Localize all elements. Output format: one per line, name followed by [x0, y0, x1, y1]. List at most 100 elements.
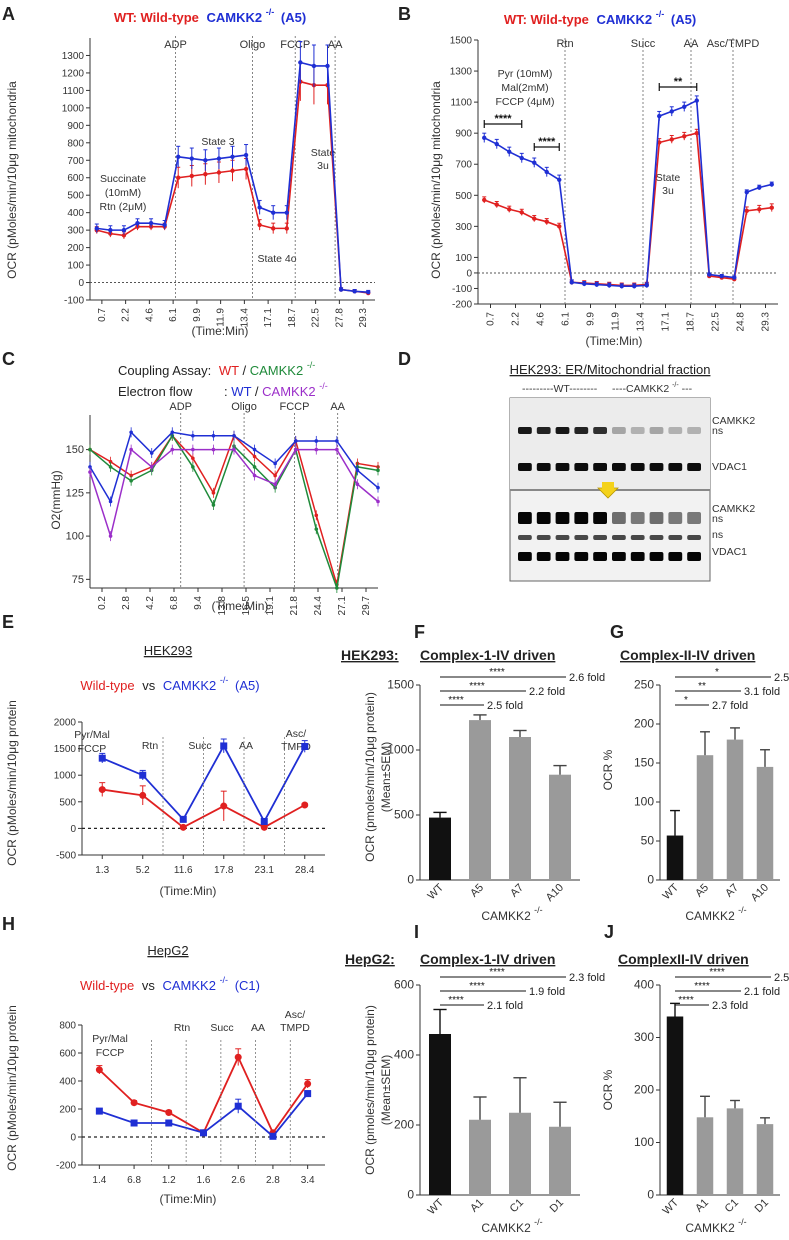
blot-band-3-3	[574, 535, 589, 540]
blot-label-ns-top: ns	[712, 425, 723, 437]
panel-g-ylabel: OCR %	[601, 749, 615, 790]
x-tick-label-B-8: 18.7	[686, 312, 697, 332]
panel-h-annot-pyrmal: Pyr/Mal	[92, 1033, 128, 1045]
x-tick-label-C-8: 21.8	[289, 596, 300, 616]
y-tick-label-E-4: 1500	[54, 744, 77, 755]
data-point-E-1-1	[139, 771, 147, 779]
blot-band-2-8	[668, 512, 683, 524]
series-line-C-0	[89, 434, 379, 585]
significance-stars-G-1: **	[698, 681, 706, 692]
panel-a-xlabel: (Time:Min)	[192, 324, 249, 338]
panel-b-title-sup: -/-	[656, 9, 665, 19]
data-point-C-3-0	[88, 470, 92, 474]
data-point-A-1-18	[338, 287, 344, 292]
blot-band-3-4	[593, 535, 607, 540]
bar-J-2	[726, 1108, 744, 1195]
panel-f-xgroup-sup: -/-	[534, 905, 543, 915]
y-tick-label-C-3: 150	[66, 444, 84, 456]
panel-j-xgroup-name: CAMKK2	[685, 1221, 735, 1235]
y-tick-label-H-2: 200	[59, 1105, 76, 1116]
x-tick-label-A-8: 18.7	[287, 308, 298, 328]
data-point-H-0-0	[95, 1066, 103, 1074]
panel-g: G Complex-II-IV driven OCR % CAMKK2 -/-	[601, 622, 755, 923]
data-point-C-1-12	[335, 586, 339, 590]
x-tick-label-B-10: 24.8	[736, 312, 747, 332]
data-point-H-1-5	[269, 1132, 277, 1140]
y-tick-label-H-5: 800	[59, 1021, 76, 1032]
blot-band-1-8	[668, 463, 683, 471]
y-tick-label-G-3: 150	[634, 756, 654, 770]
injection-label-A-0: ADP	[164, 39, 187, 51]
blot-band-4-6	[630, 552, 645, 561]
y-tick-label-B-3: 100	[455, 253, 472, 264]
data-point-B-0-21	[744, 208, 749, 214]
blot-band-1-1	[536, 463, 551, 471]
y-tick-label-G-5: 250	[634, 678, 654, 692]
panel-i-prefix: HepG2:	[345, 951, 395, 967]
x-tick-label-E-0: 1.3	[95, 865, 109, 876]
panel-c: C Coupling Assay: WT / CAMKK2 -/- Electr…	[2, 349, 328, 613]
data-point-B-1-14	[657, 113, 662, 119]
data-point-B-1-2	[507, 149, 512, 155]
panel-f-prefix: HEK293:	[341, 647, 399, 663]
panel-e-legend-ko: CAMKK2	[163, 678, 216, 693]
data-point-A-1-5	[162, 222, 167, 228]
panel-g-xgroup: CAMKK2 -/-	[685, 905, 746, 923]
x-tick-label-H-3: 1.6	[197, 1175, 211, 1186]
data-point-A-1-8	[203, 158, 208, 163]
data-point-B-0-15	[669, 137, 674, 142]
category-label-F-1: A5	[468, 882, 486, 900]
panel-h-xlabel: (Time:Min)	[160, 1192, 217, 1206]
panel-f-title: Complex-1-IV driven	[420, 647, 555, 663]
data-point-B-1-16	[682, 104, 687, 109]
y-tick-label-J-1: 100	[634, 1135, 654, 1149]
panel-h-annot-fccp: FCCP	[96, 1047, 125, 1059]
significance-fold-I-1: 1.9 fold	[529, 986, 565, 998]
y-tick-label-B-6: 700	[455, 160, 472, 171]
blot-band-1-9	[687, 463, 701, 471]
data-point-B-1-10	[607, 283, 612, 288]
x-tick-label-C-11: 29.7	[361, 596, 372, 616]
y-tick-label-I-2: 400	[394, 1048, 414, 1062]
blot-upper	[510, 398, 710, 490]
y-tick-label-G-0: 0	[647, 873, 654, 887]
bar-J-1	[696, 1117, 714, 1195]
blot-band-3-8	[668, 535, 683, 540]
panel-j-xgroup-sup: -/-	[738, 1217, 747, 1227]
data-point-C-3-2	[129, 447, 133, 452]
panel-c-ylabel: O2(mmHg)	[49, 470, 63, 529]
x-tick-label-C-1: 2.8	[121, 596, 132, 610]
data-point-C-0-8	[252, 454, 257, 459]
blot-band-3-6	[630, 535, 645, 540]
x-tick-label-E-4: 23.1	[255, 865, 275, 876]
x-tick-label-E-2: 11.6	[174, 865, 193, 876]
blot-band-2-5	[612, 512, 626, 524]
significance-fold-G-2: 2.7 fold	[712, 700, 748, 712]
y-tick-label-B-7: 900	[455, 129, 472, 140]
bar-I-2	[509, 1112, 531, 1195]
significance-stars-I-2: ****	[448, 995, 464, 1006]
panel-c-legend-line2: Electron flow : WT / CAMKK2 -/-	[118, 381, 328, 399]
x-tick-label-C-3: 6.8	[169, 596, 180, 610]
panel-b-xlabel: (Time:Min)	[586, 334, 643, 348]
y-tick-label-H-1: 0	[70, 1133, 76, 1144]
y-tick-label-A-3: 200	[67, 243, 84, 254]
data-point-B-1-5	[544, 169, 549, 175]
data-point-E-0-3	[220, 802, 228, 810]
panel-g-title: Complex-II-IV driven	[620, 647, 755, 663]
x-tick-label-A-11: 29.3	[358, 308, 369, 328]
y-tick-label-B-2: 0	[466, 268, 472, 279]
blot-band-1-4	[593, 463, 607, 471]
injection-label-C-3: AA	[330, 401, 345, 413]
panel-c-xlabel: (Time:Min)	[212, 599, 269, 613]
blot-band-4-9	[687, 552, 701, 561]
y-tick-label-I-3: 600	[394, 978, 414, 992]
panel-e-annot-asc: Asc/	[286, 728, 307, 740]
category-label-I-1: A1	[468, 1197, 486, 1215]
y-tick-label-A-6: 500	[67, 191, 84, 202]
data-point-C-0-11	[314, 513, 319, 518]
x-tick-label-A-7: 17.1	[263, 308, 274, 328]
significance-stars-G-2: *	[684, 695, 688, 706]
blot-band-4-3	[574, 552, 589, 561]
x-tick-label-A-4: 9.9	[192, 308, 203, 322]
